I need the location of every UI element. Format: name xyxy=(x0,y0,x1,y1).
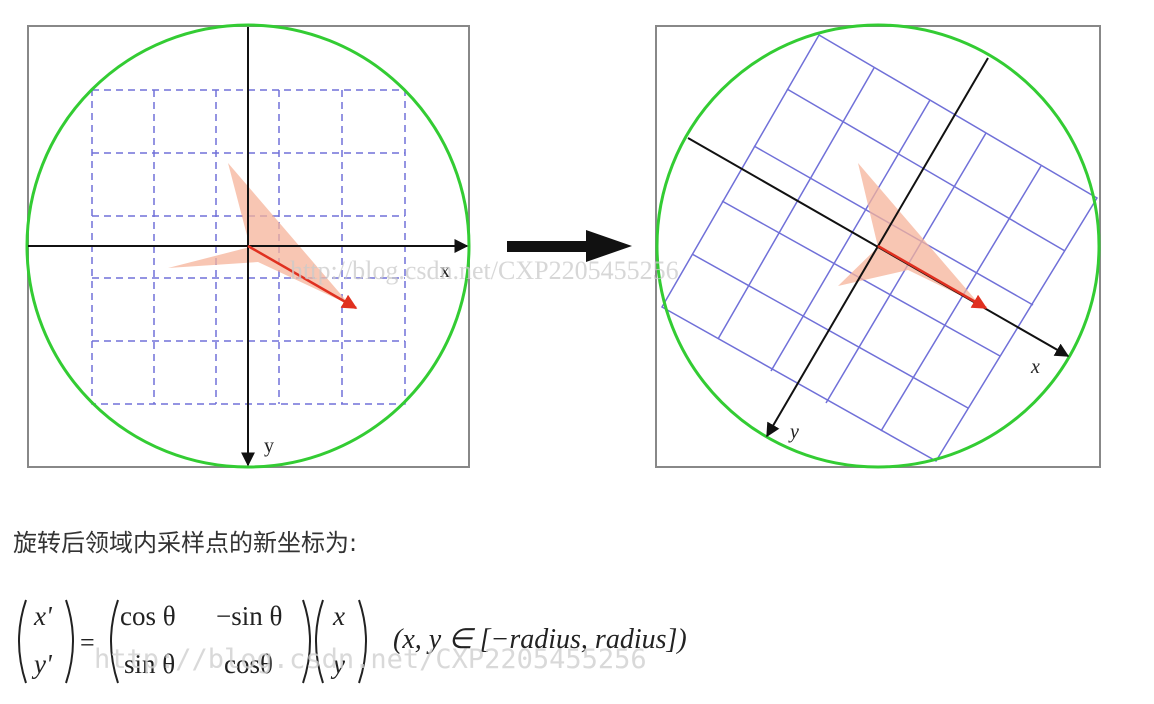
formula-watermark: http://blog.csdn.net/CXP2205455256 xyxy=(94,644,647,675)
left-neighborhood-circle xyxy=(25,23,471,469)
lhs-x-prime: x' xyxy=(33,601,53,631)
matrix-r2c1: sin θ xyxy=(124,649,175,679)
left-orientation-shape xyxy=(168,163,350,305)
right-neighborhood-circle xyxy=(655,23,1101,469)
figure-watermark: http://blog.csdn.net/CXP2205455256 xyxy=(290,256,679,285)
domain-condition: (x, y ∈ [−radius, radius]) xyxy=(393,624,687,655)
left-panel: x y xyxy=(25,23,471,469)
matrix-r1c2: −sin θ xyxy=(216,601,282,631)
left-orientation-arrow xyxy=(247,244,358,310)
transform-arrow xyxy=(507,230,632,262)
matrix-r2c2: cosθ xyxy=(224,649,273,679)
right-orientation-arrow xyxy=(877,244,988,310)
vector-y: y xyxy=(330,649,345,679)
matrix-r1c1: cos θ xyxy=(120,601,176,631)
rotation-formula: x' y' = cos θ −sin θ sin θ cosθ x y (x, … xyxy=(18,599,687,684)
left-x-label: x xyxy=(440,260,450,282)
right-y-label: y xyxy=(788,421,799,443)
right-x-label: x xyxy=(1030,356,1040,378)
left-y-label: y xyxy=(264,435,274,457)
right-panel: x y xyxy=(655,23,1101,469)
equals-sign: = xyxy=(80,628,95,657)
vector-x: x xyxy=(332,601,345,631)
caption-text: 旋转后领域内采样点的新坐标为: xyxy=(13,529,358,557)
right-orientation-shape xyxy=(838,163,980,305)
lhs-y-prime: y' xyxy=(31,649,53,679)
